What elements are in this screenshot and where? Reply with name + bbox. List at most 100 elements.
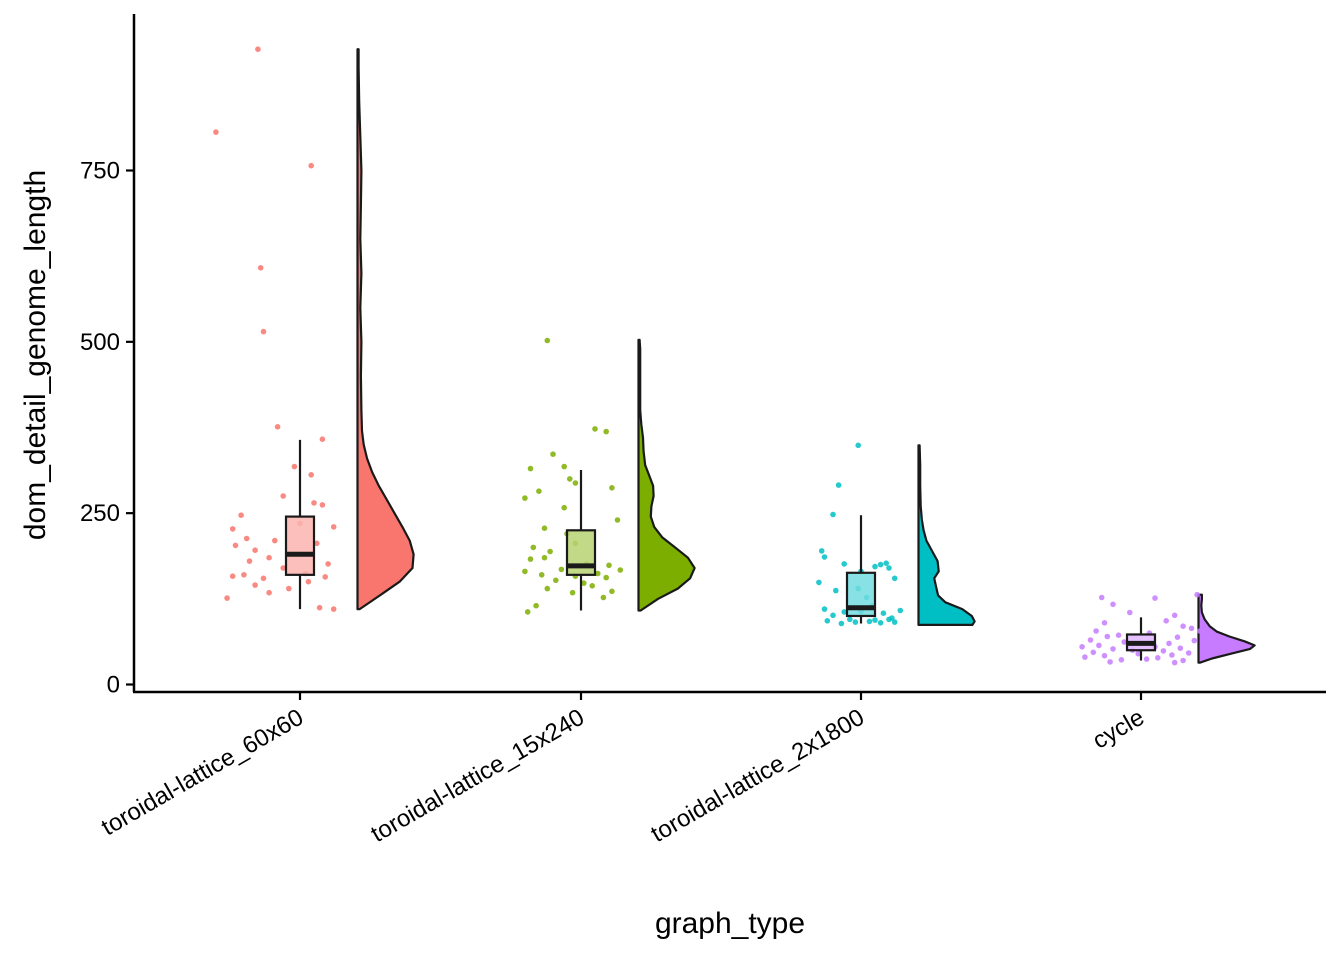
data-point — [330, 524, 337, 530]
data-point — [1079, 644, 1085, 650]
data-point — [1191, 637, 1198, 644]
data-point — [606, 562, 612, 569]
data-point — [527, 465, 534, 472]
data-point — [305, 578, 312, 585]
data-point — [1098, 594, 1105, 601]
data-point — [1188, 625, 1195, 632]
data-point — [1135, 650, 1141, 657]
data-point — [246, 558, 253, 564]
data-point — [567, 476, 573, 482]
data-point — [1152, 595, 1158, 601]
data-point — [855, 442, 861, 449]
y-tick-label: 500 — [80, 329, 120, 356]
data-point — [821, 554, 828, 560]
data-point — [286, 585, 292, 592]
data-point — [238, 512, 244, 518]
data-point — [544, 585, 551, 592]
x-tick-label: toroidal-lattice_2x1800 — [646, 704, 869, 848]
data-point — [1180, 623, 1186, 629]
data-point — [1197, 628, 1203, 634]
data-point — [600, 594, 607, 601]
data-point — [553, 577, 559, 584]
data-point — [241, 572, 247, 578]
data-point — [527, 556, 534, 562]
data-point — [872, 563, 878, 570]
data-point — [821, 606, 828, 612]
data-point — [547, 548, 553, 555]
box-iqr — [284, 515, 316, 576]
data-point — [1171, 612, 1178, 619]
data-point — [1115, 632, 1122, 638]
data-point — [830, 612, 836, 619]
data-point — [897, 607, 904, 614]
y-tick-label: 750 — [80, 158, 120, 185]
data-point — [232, 542, 239, 549]
density-half-violin — [637, 338, 696, 612]
data-point — [1155, 655, 1161, 661]
density-half-violin — [917, 444, 976, 626]
data-point — [314, 540, 320, 547]
data-point — [243, 535, 250, 542]
data-point — [524, 609, 531, 615]
data-point — [322, 574, 329, 580]
data-point — [308, 162, 315, 169]
data-point — [522, 495, 528, 501]
data-point — [841, 609, 847, 615]
data-point — [561, 504, 567, 511]
data-point — [877, 620, 884, 626]
data-point — [572, 480, 579, 486]
data-point — [847, 616, 853, 623]
x-axis-title: graph_type — [655, 907, 805, 940]
data-point — [877, 561, 884, 568]
data-point — [272, 537, 278, 544]
data-point — [614, 517, 621, 523]
data-point — [311, 500, 317, 506]
category-group — [522, 337, 696, 615]
data-point — [541, 525, 548, 531]
data-point — [1185, 650, 1192, 656]
data-point — [816, 579, 822, 586]
data-point — [592, 426, 598, 432]
data-point — [330, 606, 337, 612]
data-point — [1090, 649, 1097, 656]
data-point — [1101, 620, 1108, 626]
data-point — [1127, 609, 1133, 616]
data-point — [1107, 659, 1113, 665]
data-point — [866, 618, 873, 625]
plot-panel — [213, 46, 1256, 666]
density-half-violin — [356, 48, 415, 611]
y-axis-ticks: 0 250 500 750 — [80, 158, 134, 699]
data-point — [522, 568, 528, 575]
data-point — [880, 610, 887, 616]
data-point — [1110, 601, 1116, 608]
data-point — [1166, 640, 1172, 647]
data-point — [291, 463, 298, 470]
data-point — [603, 574, 609, 581]
data-point — [886, 565, 892, 571]
category-group — [816, 442, 976, 627]
data-point — [536, 488, 542, 495]
data-point — [838, 620, 845, 627]
data-point — [533, 602, 539, 609]
data-point — [280, 493, 287, 499]
data-point — [1160, 648, 1167, 654]
x-tick-label: toroidal-lattice_60x60 — [97, 704, 308, 841]
data-point — [1121, 639, 1127, 645]
data-point — [1104, 633, 1111, 640]
data-point — [1143, 656, 1150, 662]
x-tick-label: toroidal-lattice_15x240 — [366, 704, 589, 848]
data-point — [595, 570, 601, 577]
data-point — [835, 482, 842, 488]
data-point — [833, 587, 839, 594]
data-point — [541, 554, 548, 561]
data-point — [603, 428, 609, 435]
category-group — [213, 46, 415, 612]
data-point — [266, 589, 272, 596]
data-point — [891, 575, 898, 582]
data-point — [824, 618, 831, 624]
data-point — [609, 588, 615, 595]
data-point — [530, 544, 537, 551]
data-point — [538, 572, 545, 578]
data-point — [257, 265, 264, 271]
